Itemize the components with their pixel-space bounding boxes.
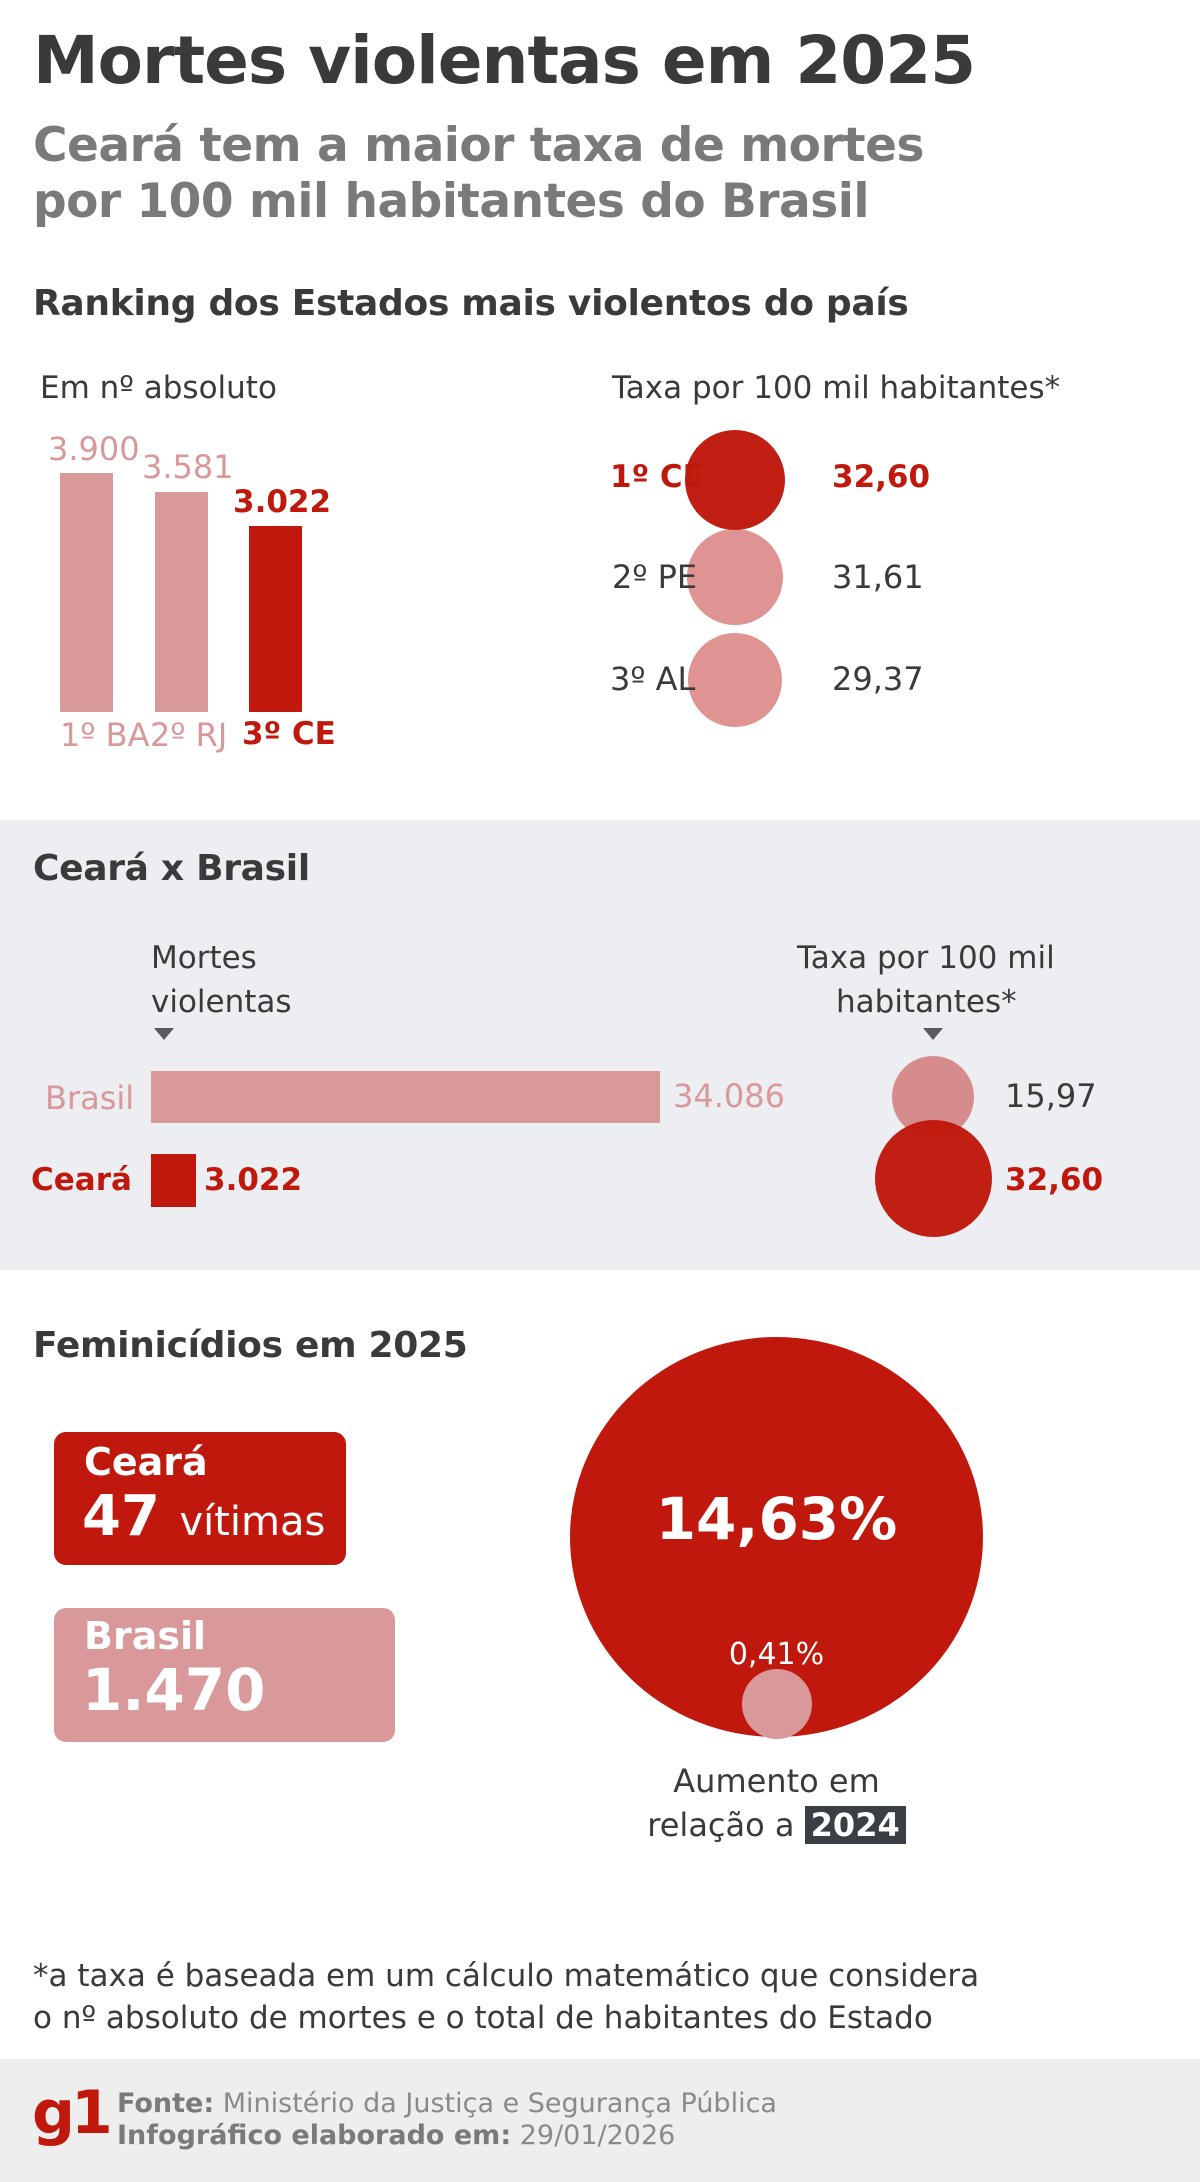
ceara-card-count: 47 vítimas <box>82 1484 325 1549</box>
rate-label: Taxa por 100 mil habitantes* <box>612 370 1061 406</box>
deaths-pointer-icon <box>154 1028 174 1040</box>
g1-logo: g1 <box>32 2078 113 2148</box>
rate-pointer-icon <box>923 1028 943 1040</box>
deaths-label-line2: violentas <box>151 984 292 1020</box>
comparison-title: Ceará x Brasil <box>33 848 310 889</box>
ranking-title: Ranking dos Estados mais violentos do pa… <box>33 283 909 324</box>
rate-value-pe: 31,61 <box>832 558 924 596</box>
ceara-card-unit: vítimas <box>179 1499 326 1545</box>
date-value: 29/01/2026 <box>519 2120 676 2151</box>
deaths-value-ceara: 3.022 <box>204 1162 303 1198</box>
bar-rank-rj: 2º RJ <box>150 716 228 754</box>
rate-value-al: 29,37 <box>832 660 924 698</box>
footnote-line2: o nº absoluto de mortes e o total de hab… <box>33 2000 933 2036</box>
bar-rank-ce: 3º CE <box>242 716 336 752</box>
footnote-line1: *a taxa é baseada em um cálculo matemáti… <box>33 1958 980 1994</box>
deaths-bar-brasil <box>151 1071 660 1123</box>
bar-ba <box>60 473 113 712</box>
brasil-card-unit: vítimas <box>82 1748 199 1786</box>
rate-rank-pe: 2º PE <box>612 558 698 596</box>
ceara-card-name: Ceará <box>84 1440 208 1484</box>
row-label-brasil: Brasil <box>45 1079 135 1117</box>
comparison-section <box>0 820 1200 1270</box>
rate-rank-al: 3º AL <box>610 660 696 698</box>
brasil-card-name: Brasil <box>84 1614 207 1658</box>
bar-value-ba: 3.900 <box>48 430 140 468</box>
brasil-victims-card: Brasil 1.470 vítimas <box>54 1608 395 1786</box>
page-subtitle: Ceará tem a maior taxa de mortes por 100… <box>33 118 924 229</box>
row-label-ceara: Ceará <box>31 1162 132 1198</box>
bar-rank-ba: 1º BA <box>60 716 150 754</box>
rate-value-ceara: 32,60 <box>1005 1162 1104 1198</box>
rate-bubble-pe <box>687 529 783 625</box>
absolute-label: Em nº absoluto <box>40 370 277 406</box>
rate-rank-ce: 1º CE <box>610 459 704 495</box>
rate-label-line1: Taxa por 100 mil <box>797 940 1055 976</box>
page-title: Mortes violentas em 2025 <box>33 22 976 99</box>
brasil-increase-bubble <box>742 1669 812 1739</box>
ceara-victims-card: Ceará 47 vítimas <box>54 1432 346 1565</box>
source-line: Fonte: Ministério da Justiça e Segurança… <box>117 2088 777 2119</box>
rate-value-brasil: 15,97 <box>1005 1077 1097 1115</box>
brasil-card-count: 1.470 vítimas <box>82 1656 395 1792</box>
ceara-increase-value: 14,63% <box>655 1485 898 1553</box>
increase-year-tag: 2024 <box>804 1806 906 1844</box>
footer <box>0 2059 1200 2182</box>
date-label: Infográfico elaborado em: <box>117 2120 512 2151</box>
deaths-value-brasil: 34.086 <box>673 1077 785 1115</box>
bar-ce <box>249 526 302 712</box>
brasil-increase-value: 0,41% <box>728 1637 825 1672</box>
bar-rj <box>155 492 208 712</box>
feminicide-title: Feminicídios em 2025 <box>33 1325 468 1366</box>
rate-value-ce: 32,60 <box>832 459 931 495</box>
ceara-card-count-value: 47 <box>82 1484 160 1549</box>
increase-label-text: relação a <box>647 1806 795 1844</box>
date-line: Infográfico elaborado em: 29/01/2026 <box>117 2120 675 2151</box>
source-label: Fonte: <box>117 2088 215 2119</box>
rate-bubble-ceara <box>875 1120 992 1237</box>
rate-bubble-al <box>688 633 782 727</box>
source-value: Ministério da Justiça e Segurança Públic… <box>222 2088 777 2119</box>
rate-bubble-ce <box>685 430 785 530</box>
deaths-label-line1: Mortes <box>151 940 257 976</box>
brasil-card-count-value: 1.470 <box>82 1656 266 1724</box>
increase-label-line1: Aumento em <box>673 1762 880 1800</box>
deaths-bar-ceara <box>151 1154 196 1207</box>
increase-label-line2: relação a 2024 <box>570 1806 983 1844</box>
bar-value-ce: 3.022 <box>233 484 332 520</box>
bar-value-rj: 3.581 <box>142 448 234 486</box>
rate-label-line2: habitantes* <box>836 984 1017 1020</box>
